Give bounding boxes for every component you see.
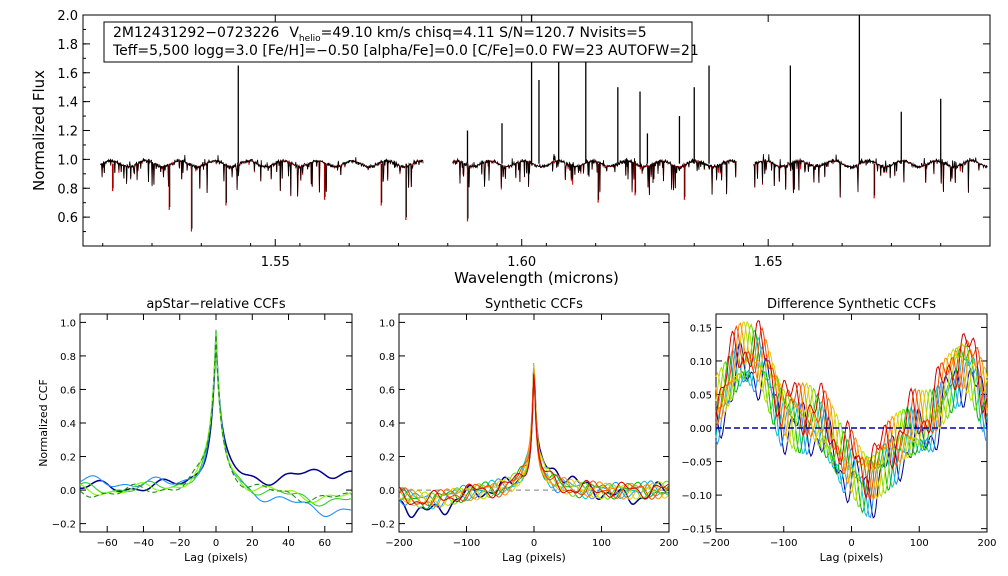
difference-ccf-line [715,321,988,501]
spectrum-panel: 0.6 0.8 1.0 1.2 1.4 1.6 1.8 2.0 1.55 1.60 1.65 Wave… [30,9,991,287]
info-line-1-rest: =49.10 km/s chisq=4.11 S/N=120.7 Nvisits… [321,25,647,41]
x-tick-label: 100 [592,538,611,549]
x-tick-label: −100 [453,538,480,549]
star-id: 2M12431292−0723226 [113,25,279,41]
y-tick-label: 2.0 [57,9,78,24]
x-tick-label: −40 [133,538,154,549]
y-tick-label: −0.10 [681,491,712,502]
info-box-frame [103,21,693,63]
x-tick-label: 1.65 [754,255,783,270]
y-tick-label: 0.2 [60,453,76,464]
y-tick-label: 0.0 [379,486,395,497]
y-tick-label: 1.0 [379,318,395,329]
x-tick-label: 0 [531,538,537,549]
x-tick-label: 100 [910,538,929,549]
ccf-series-line [79,335,353,504]
panel-title: apStar−relative CCFs [146,297,286,312]
y-axis-title: Normalized CCF [37,379,50,467]
x-tick-label: 40 [282,538,295,549]
difference-ccf-line [715,320,988,499]
y-tick-label: 0.2 [379,453,395,464]
ccf-series-line [80,334,352,492]
info-line-1: 2M12431292−0723226 Vhelio=49.10 km/s chis… [113,25,647,44]
info-box: 2M12431292−0723226 Vhelio=49.10 km/s chis… [103,21,699,63]
y-tick-label: 1.0 [57,153,78,168]
y-tick-label: 1.2 [57,125,78,140]
x-tick-label: −60 [97,538,118,549]
synthetic-ccf-line [398,373,669,506]
difference-ccf-panel: Difference Synthetic CCFs Lag (pixels) −0.… [681,297,996,564]
ccf-series-line [79,329,352,518]
x-tick-label: 200 [977,538,996,549]
panel-title: Difference Synthetic CCFs [767,297,936,312]
x-tick-label: −100 [770,538,797,549]
x-tick-label: 1.55 [261,255,290,270]
y-tick-label: 0.6 [57,211,78,226]
y-tick-label: 1.0 [60,318,76,329]
x-axis-title: Lag (pixels) [502,551,566,564]
y-tick-label: 1.6 [57,67,78,82]
ccf-series-line [79,329,353,507]
y-tick-label: 0.15 [690,323,712,334]
y-tick-label: 0.00 [690,424,712,435]
panel-title: Synthetic CCFs [485,297,583,312]
vhelio-label: V [289,25,299,41]
y-tick-label: 0.4 [379,419,395,430]
x-tick-label: 0 [848,538,854,549]
vhelio-subscript: helio [299,34,321,44]
x-tick-label: 20 [246,538,259,549]
observed-spectrum-line [100,153,988,197]
y-tick-label: 1.4 [57,96,78,111]
x-tick-label: 200 [659,538,678,549]
x-tick-label: 1.60 [507,255,536,270]
x-tick-label: −200 [702,538,729,549]
y-tick-label: 0.6 [60,385,76,396]
y-tick-label: 0.8 [379,352,395,363]
y-tick-label: −0.05 [681,458,712,469]
y-tick-label: 0.10 [690,357,712,368]
x-tick-label: −20 [169,538,190,549]
synthetic-ccf-line [398,363,669,507]
ccf-series-line [79,333,353,504]
y-tick-label: 0.8 [60,352,76,363]
y-axis-title: Normalized Flux [30,70,48,191]
x-axis-title: Lag (pixels) [820,551,884,564]
x-axis-title: Lag (pixels) [184,551,248,564]
y-tick-label: 0.8 [57,182,78,197]
x-tick-label: −200 [385,538,412,549]
y-tick-label: 0.05 [690,390,712,401]
y-tick-label: 1.8 [57,38,78,53]
y-tick-label: 0.4 [60,419,76,430]
synthetic-ccf-panel: Synthetic CCFs Lag (pixels) −0.2 0.0 0.2 0.4 0… [371,297,679,564]
x-tick-label: 0 [213,538,219,549]
difference-ccf-line [715,322,988,501]
y-tick-label: 0.0 [60,486,76,497]
y-tick-label: −0.15 [681,525,712,536]
x-axis-title: Wavelength (microns) [454,269,619,287]
y-tick-label: 0.6 [379,385,395,396]
info-line-2: Teff=5,500 logg=3.0 [Fe/H]=−0.50 [alpha/… [112,43,699,59]
apstar-ccf-panel: apStar−relative CCFs Lag (pixels) Normaliz… [37,297,353,564]
y-tick-label: −0.2 [371,520,395,531]
x-tick-label: 60 [318,538,331,549]
y-tick-label: −0.2 [52,520,76,531]
